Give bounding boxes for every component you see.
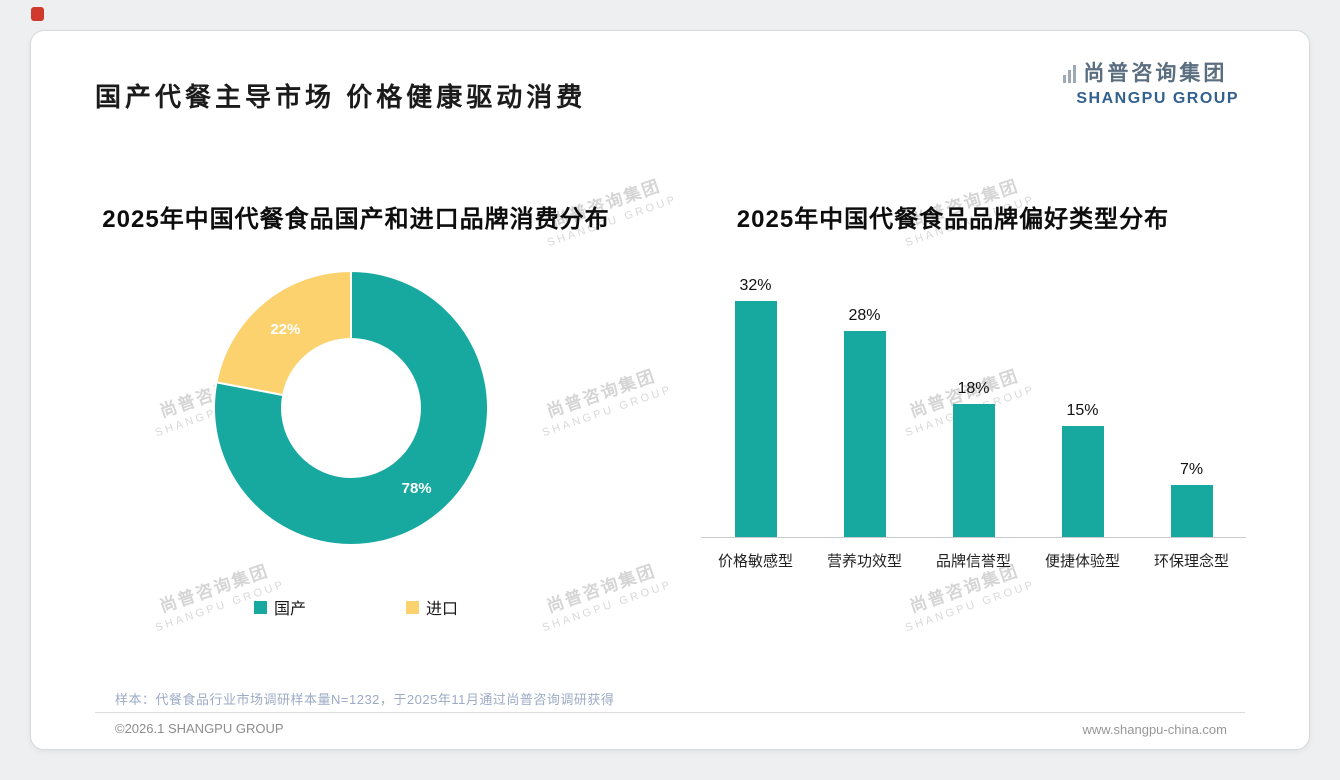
bars-row: 32% 28% 18% 15% 7% bbox=[701, 273, 1246, 538]
company-logo: 尚普咨询集团 SHANGPU GROUP bbox=[1063, 57, 1239, 108]
brand-mark-icon bbox=[31, 7, 44, 21]
categories-row: 价格敏感型 营养功效型 品牌信誉型 便捷体验型 环保理念型 bbox=[701, 550, 1246, 571]
footer-divider bbox=[95, 712, 1245, 713]
bar-column: 32% bbox=[734, 277, 777, 537]
donut-value-label: 22% bbox=[270, 321, 300, 338]
donut-chart-svg: 78% 22% bbox=[213, 269, 489, 546]
bar-便捷体验型 bbox=[1061, 426, 1104, 537]
sample-note: 样本：代餐食品行业市场调研样本量N=1232，于2025年11月通过尚普咨询调研… bbox=[115, 692, 615, 707]
bar-category-label: 品牌信誉型 bbox=[935, 553, 1011, 570]
bar-环保理念型 bbox=[1170, 485, 1213, 537]
bar-chart: 32% 28% 18% 15% 7% 价格敏感型 营养功效型 品牌信誉型 便捷体验型 环保理念型 bbox=[701, 273, 1246, 571]
bar-category-label: 营养功效型 bbox=[826, 553, 902, 570]
donut-legend: 国产 进口 bbox=[71, 595, 641, 619]
bar-chart-title: 2025年中国代餐食品品牌偏好类型分布 bbox=[736, 206, 1170, 233]
logo-name-cn: 尚普咨询集团 bbox=[1083, 62, 1228, 85]
donut-segment-进口 bbox=[215, 269, 352, 397]
footer-website: www.shangpu-china.com bbox=[1082, 722, 1227, 737]
page-title: 国产代餐主导市场 价格健康驱动消费 bbox=[95, 82, 587, 112]
bar-价格敏感型 bbox=[734, 301, 777, 537]
bar-品牌信誉型 bbox=[952, 404, 995, 537]
legend-label: 国产 bbox=[273, 601, 306, 618]
bar-column: 15% bbox=[1061, 402, 1104, 537]
legend-swatch bbox=[253, 600, 267, 614]
bar-营养功效型 bbox=[843, 331, 886, 537]
bar-column: 28% bbox=[843, 307, 886, 537]
bar-value-label: 32% bbox=[739, 277, 772, 294]
donut-value-label: 78% bbox=[402, 480, 432, 497]
logo-bars-icon bbox=[1063, 65, 1077, 87]
logo-name-en: SHANGPU GROUP bbox=[1076, 90, 1239, 107]
footer-copyright: ©2026.1 SHANGPU GROUP bbox=[115, 721, 284, 736]
bar-category-label: 价格敏感型 bbox=[717, 553, 793, 570]
bar-category-label: 环保理念型 bbox=[1153, 553, 1229, 570]
bar-value-label: 18% bbox=[957, 380, 990, 397]
bar-value-label: 15% bbox=[1066, 402, 1099, 419]
donut-chart-title: 2025年中国代餐食品国产和进口品牌消费分布 bbox=[102, 206, 610, 233]
bar-value-label: 7% bbox=[1179, 461, 1204, 478]
bar-category-label: 便捷体验型 bbox=[1044, 553, 1120, 570]
donut-chart: 78% 22% bbox=[201, 258, 501, 558]
legend-label: 进口 bbox=[426, 601, 459, 618]
legend-swatch bbox=[406, 600, 419, 614]
legend-item: 国产 bbox=[253, 595, 306, 619]
legend-item: 进口 bbox=[406, 595, 458, 619]
donut-segment-国产 bbox=[213, 269, 489, 546]
bar-column: 18% bbox=[952, 380, 995, 537]
bar-column: 7% bbox=[1170, 461, 1213, 537]
bar-value-label: 28% bbox=[848, 307, 881, 324]
